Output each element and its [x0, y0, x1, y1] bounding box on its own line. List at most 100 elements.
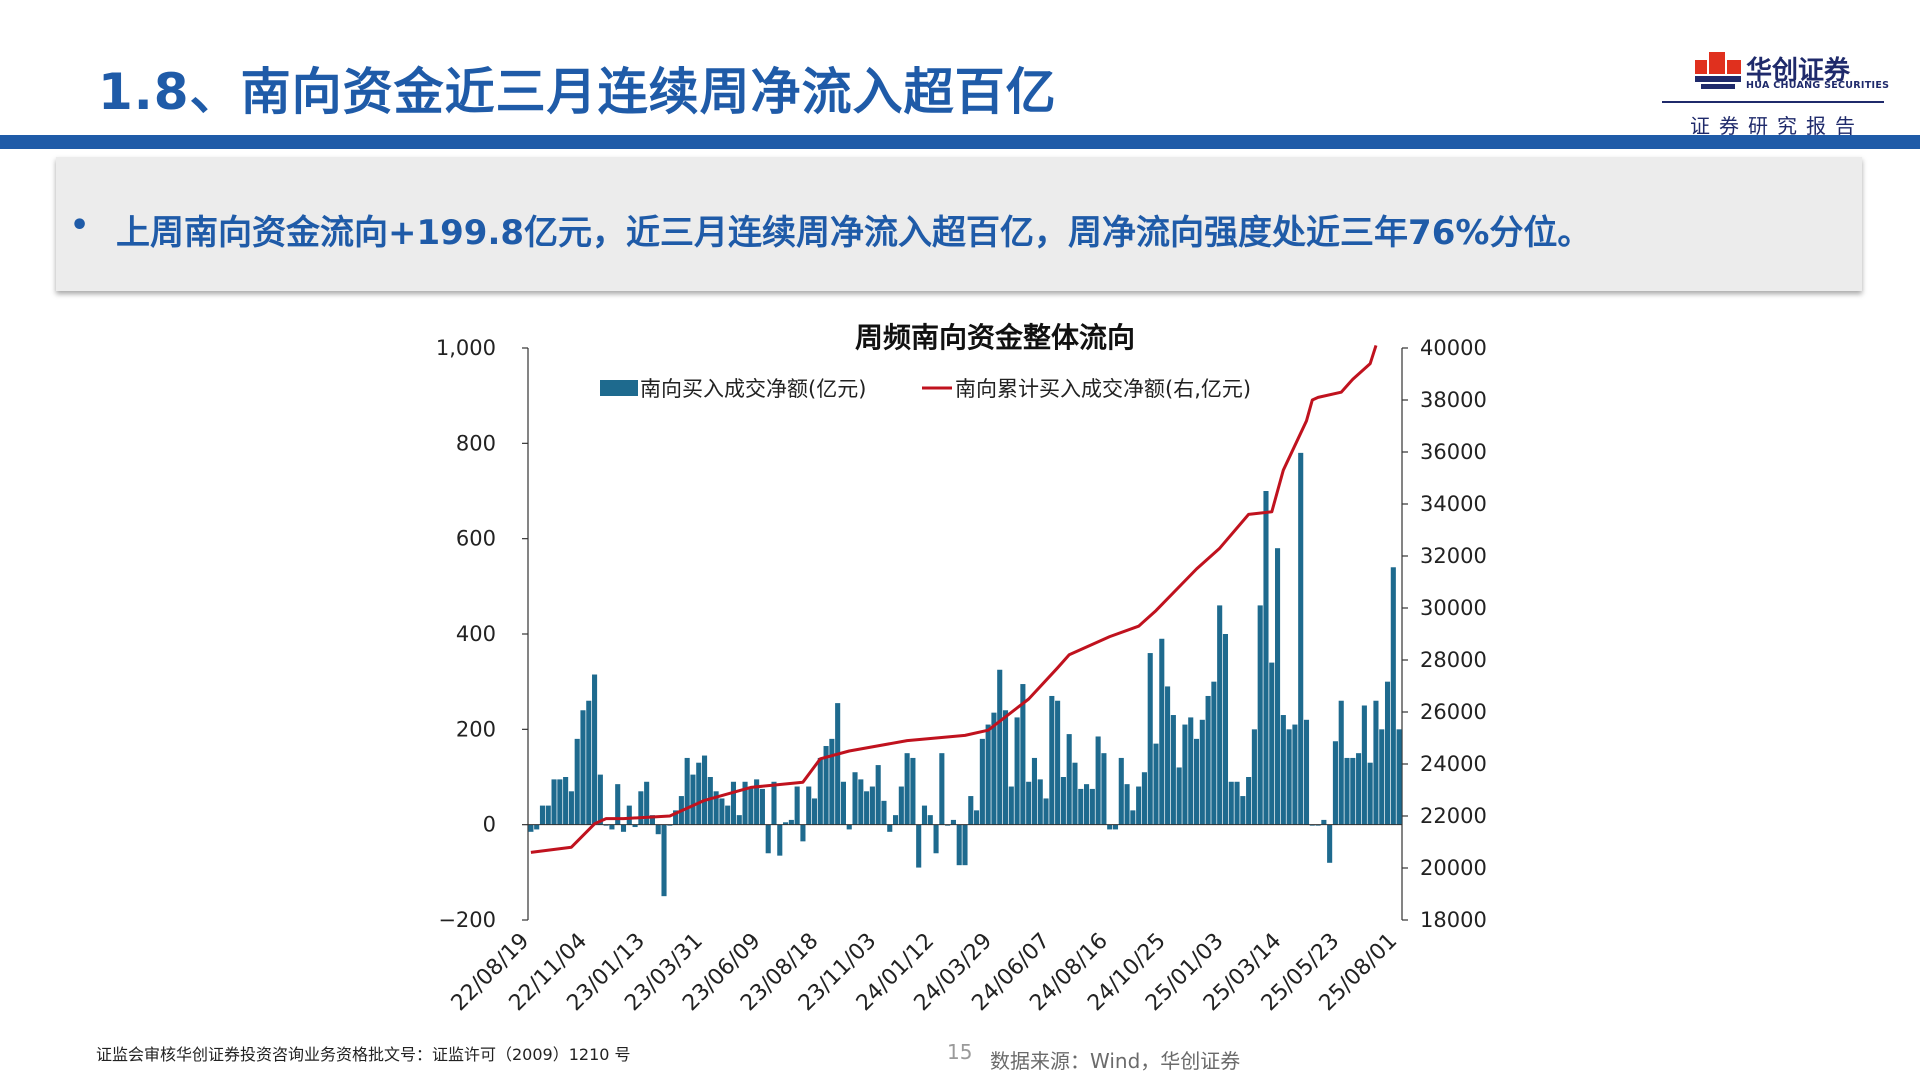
bar	[974, 810, 980, 825]
bar	[1165, 686, 1171, 825]
bar	[534, 824, 540, 830]
y-right-tick-label: 26000	[1420, 700, 1487, 724]
bar	[1193, 738, 1200, 825]
bar	[754, 779, 760, 825]
bar	[1338, 700, 1344, 825]
bar	[649, 815, 655, 825]
bar	[609, 824, 615, 830]
bar	[592, 674, 598, 825]
bar	[800, 824, 806, 842]
y-right-tick-label: 34000	[1420, 492, 1487, 516]
y-right-tick-label: 22000	[1420, 804, 1487, 828]
bar	[950, 819, 956, 825]
bar	[713, 791, 719, 825]
y-left-tick-label: 600	[456, 527, 496, 551]
bar	[1263, 491, 1269, 825]
bar	[835, 703, 841, 825]
chart-title: 周频南向资金整体流向	[855, 321, 1135, 354]
y-right-tick-label: 32000	[1420, 544, 1487, 568]
bar	[1101, 753, 1107, 825]
bar	[869, 786, 875, 825]
bar	[771, 781, 777, 825]
bar	[968, 796, 974, 825]
bar	[956, 824, 962, 866]
y-right-tick-label: 36000	[1420, 440, 1487, 464]
bar	[673, 810, 679, 825]
summary-box	[56, 157, 1862, 291]
bar	[765, 824, 771, 854]
bar	[1350, 757, 1356, 825]
y-right-tick-label: 40000	[1420, 336, 1487, 360]
bar	[858, 779, 864, 825]
bar	[777, 824, 783, 856]
bar	[748, 786, 754, 825]
chart: 周频南向资金整体流向 1,000 800 600 400 200 0 −200 40000 380…	[436, 321, 1487, 1016]
bar	[736, 815, 742, 825]
bar	[997, 669, 1003, 825]
bar	[615, 784, 621, 825]
y-right-tick-label: 28000	[1420, 648, 1487, 672]
bar	[1298, 452, 1304, 825]
bar	[539, 805, 546, 825]
bar	[806, 786, 812, 825]
bar	[730, 781, 737, 825]
bar	[1384, 681, 1391, 825]
bar	[626, 805, 632, 825]
bar	[1332, 741, 1338, 825]
bar	[1043, 798, 1049, 825]
bar	[528, 824, 534, 832]
bar	[1396, 729, 1402, 825]
bar	[1026, 781, 1032, 825]
bar	[1008, 786, 1014, 825]
bar	[1153, 743, 1159, 825]
bar	[1072, 762, 1078, 825]
bar	[783, 822, 789, 825]
bar	[852, 772, 858, 825]
bar	[1251, 729, 1257, 825]
bar	[1182, 724, 1188, 825]
bar	[551, 779, 557, 825]
bar	[1014, 717, 1020, 825]
bar	[661, 824, 667, 897]
bar	[1170, 715, 1176, 825]
brand-logo-mark-icon	[1695, 52, 1741, 89]
bar	[568, 791, 574, 825]
summary-text: 上周南向资金流向+199.8亿元，近三月连续周净流入超百亿，周净流向强度处近三年…	[116, 213, 1592, 253]
bar	[1159, 638, 1165, 825]
bar	[887, 824, 893, 832]
bar	[1286, 729, 1292, 825]
bar	[985, 724, 991, 825]
bar	[811, 798, 818, 825]
bar	[927, 815, 933, 825]
bar	[1002, 710, 1009, 825]
bar	[1292, 724, 1298, 825]
bar	[1020, 684, 1026, 825]
bar	[696, 762, 702, 825]
bar	[916, 824, 922, 868]
header-bar	[0, 135, 1920, 149]
bar	[788, 819, 794, 825]
bar	[892, 815, 899, 825]
bar	[759, 788, 765, 825]
bar	[829, 738, 835, 825]
bar	[1147, 653, 1153, 825]
brand-name-cn: 华创证券	[1746, 56, 1851, 86]
bar	[1055, 700, 1061, 825]
brand-logo: 华创证券 HUA CHUANG SECURITIES	[1690, 50, 1890, 98]
bar	[1060, 777, 1066, 825]
y-left-tick-label: 0	[483, 813, 496, 837]
bar	[881, 800, 887, 825]
bar	[1066, 734, 1072, 825]
bar	[725, 805, 731, 825]
bar	[962, 824, 968, 866]
bar	[638, 791, 644, 825]
bar	[1176, 767, 1182, 825]
brand-name-en: HUA CHUANG SECURITIES	[1746, 80, 1890, 91]
legend-label-bar: 南向买入成交净额(亿元)	[640, 377, 866, 401]
bar	[707, 777, 713, 825]
bar	[574, 738, 580, 825]
bar	[1084, 784, 1090, 825]
bar	[1031, 757, 1038, 825]
bar	[1228, 781, 1234, 825]
bar	[545, 805, 551, 825]
